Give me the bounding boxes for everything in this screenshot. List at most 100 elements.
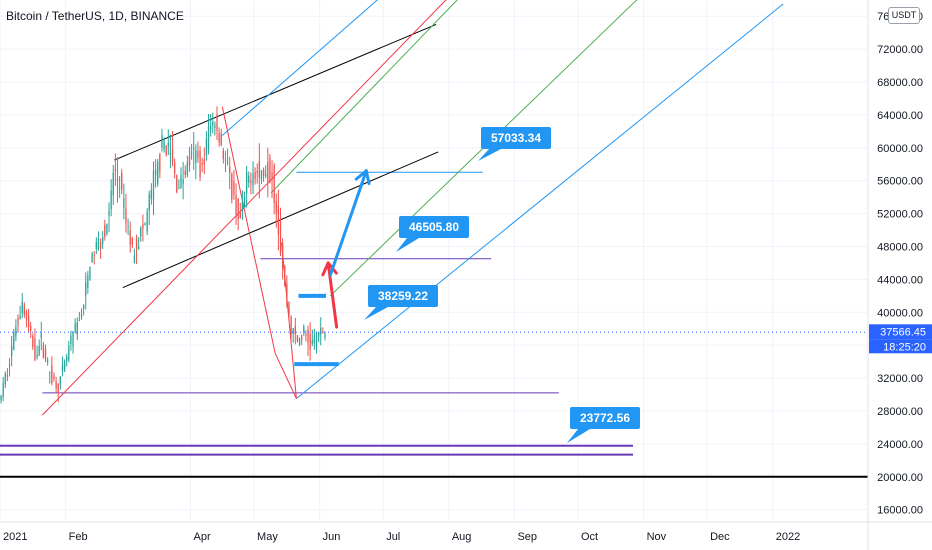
time-tick-label: Dec — [710, 531, 730, 543]
candle-body — [106, 224, 108, 234]
candle-body — [267, 162, 269, 182]
candle-body — [78, 319, 81, 321]
candle-body — [57, 384, 59, 393]
trend-line — [41, 0, 447, 416]
candle-body — [186, 162, 189, 176]
callout-label: 38259.22 — [378, 289, 428, 303]
time-tick-label: 2022 — [776, 531, 800, 543]
candle-body — [108, 210, 110, 216]
candle-body — [258, 160, 260, 178]
price-tick-label: 16000.00 — [877, 505, 923, 517]
candle-body — [256, 171, 258, 173]
candle-body — [171, 149, 174, 163]
candle-body — [197, 150, 199, 158]
candle-body — [10, 346, 13, 357]
candle-body — [284, 266, 286, 285]
candle-body — [296, 334, 299, 342]
candle-body — [110, 190, 112, 210]
candle-body — [34, 338, 36, 361]
price-tick-label: 52000.00 — [877, 209, 923, 221]
candle-body — [123, 198, 125, 208]
candle-body — [262, 169, 265, 176]
candle-body — [184, 170, 186, 175]
candle-body — [188, 156, 191, 166]
price-tick-label: 44000.00 — [877, 274, 923, 286]
candle-body — [182, 179, 184, 185]
time-tick-label: 2021 — [3, 531, 27, 543]
current-price-tag — [869, 324, 932, 340]
candle-body — [167, 142, 169, 146]
trend-line — [221, 0, 379, 136]
candle-body — [216, 114, 218, 131]
candle-body — [76, 322, 78, 335]
candle-body — [142, 223, 144, 229]
price-tick-label: 32000.00 — [877, 373, 923, 385]
candle-body — [320, 327, 322, 335]
price-tick-label: 28000.00 — [877, 406, 923, 418]
callout-pointer — [364, 307, 388, 320]
callout-label: 23772.56 — [580, 411, 630, 425]
candle-body — [8, 364, 11, 366]
candle-body — [226, 162, 229, 164]
candle-body — [311, 340, 313, 345]
candle-body — [169, 152, 172, 154]
callout-label: 46505.80 — [409, 220, 459, 234]
candle-body — [138, 246, 140, 250]
candle-body — [25, 311, 28, 320]
candle-body — [214, 125, 216, 128]
time-axis-background — [0, 522, 932, 550]
candle-body — [91, 253, 93, 262]
candle-body — [55, 381, 57, 389]
candle-body — [114, 169, 117, 171]
candle-body — [82, 304, 85, 310]
candle-body — [265, 174, 267, 176]
candle-body — [140, 228, 142, 237]
bar-countdown: 18:25:20 — [883, 341, 926, 353]
candle-body — [17, 317, 19, 326]
currency-unit-badge[interactable]: USDT — [888, 7, 920, 24]
candle-body — [63, 362, 66, 371]
candle-body — [161, 134, 163, 148]
candle-body — [205, 138, 208, 156]
candle-body — [301, 336, 303, 339]
trend-line — [270, 0, 458, 194]
candle-body — [218, 132, 220, 143]
projection-arrows — [321, 169, 371, 329]
candle-body — [53, 375, 55, 380]
candle-body — [324, 334, 326, 338]
candle-body — [97, 239, 100, 250]
candle-body — [281, 243, 284, 269]
candle-body — [131, 238, 133, 245]
candle-body — [243, 196, 246, 208]
chart-title: Bitcoin / TetherUS, 1D, BINANCE — [6, 9, 184, 23]
candle-body — [38, 345, 40, 355]
candle-body — [163, 138, 165, 150]
candle-body — [95, 241, 97, 250]
candle-body — [305, 334, 307, 336]
time-tick-label: Sep — [517, 531, 537, 543]
candle-body — [87, 275, 89, 288]
time-tick-label: Apr — [194, 531, 211, 543]
callout-pointer — [396, 238, 419, 252]
candle-body — [59, 376, 61, 385]
projection-arrowhead — [321, 261, 330, 277]
candle-body — [118, 187, 121, 189]
time-tick-label: Aug — [452, 531, 472, 543]
candle-body — [93, 255, 95, 257]
callout-box — [481, 127, 551, 149]
candle-body — [72, 332, 74, 347]
candle-body — [51, 365, 53, 384]
callout-pointer — [567, 429, 590, 443]
candle-body — [40, 333, 42, 338]
candle-body — [222, 150, 225, 160]
callout-pointer — [478, 149, 501, 161]
candle-body — [30, 325, 32, 331]
price-tick-label: 72000.00 — [877, 44, 923, 56]
time-tick-label: Jul — [386, 531, 400, 543]
candle-body — [129, 230, 131, 245]
candle-body — [148, 194, 150, 211]
candle-body — [201, 163, 203, 165]
candle-body — [102, 237, 104, 244]
candle-body — [46, 359, 49, 362]
